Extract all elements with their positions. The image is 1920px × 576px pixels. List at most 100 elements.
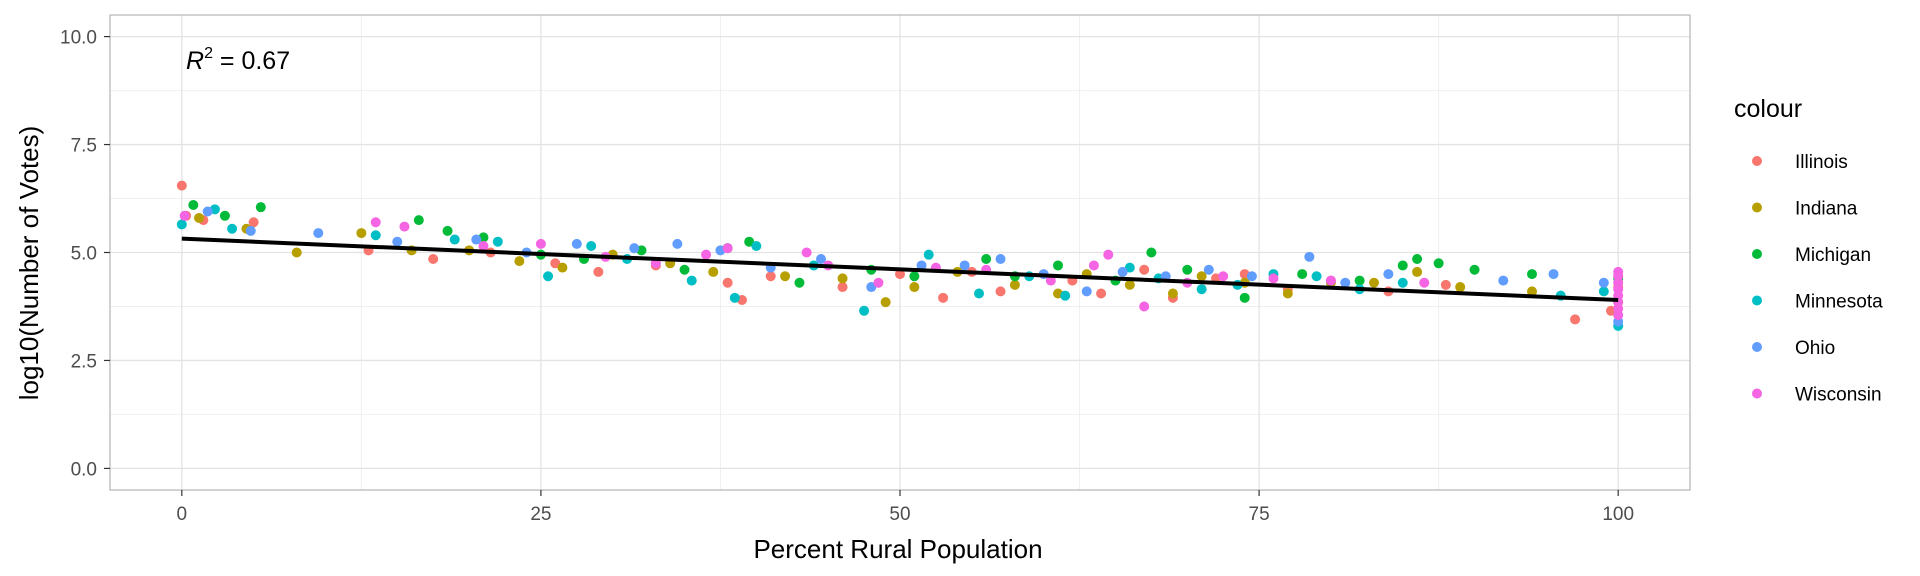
point-ohio bbox=[471, 234, 482, 245]
point-minnesota bbox=[859, 305, 870, 316]
point-michigan bbox=[1354, 275, 1365, 286]
point-illinois bbox=[765, 271, 776, 282]
point-indiana bbox=[708, 266, 719, 277]
point-illinois bbox=[550, 258, 561, 269]
point-ohio bbox=[1383, 269, 1394, 280]
point-illinois bbox=[1139, 264, 1150, 275]
y-tick-label: 5.0 bbox=[71, 244, 97, 265]
point-michigan bbox=[1412, 253, 1423, 264]
point-ohio bbox=[816, 253, 826, 264]
point-indiana bbox=[1412, 266, 1423, 277]
point-minnesota bbox=[686, 275, 697, 286]
point-indiana bbox=[880, 297, 891, 308]
point-minnesota bbox=[729, 292, 740, 303]
point-illinois bbox=[1440, 279, 1451, 290]
point-wisconsin bbox=[1218, 271, 1229, 282]
legend-label-michigan: Michigan bbox=[1795, 245, 1871, 266]
point-minnesota bbox=[492, 236, 503, 247]
point-michigan bbox=[679, 264, 690, 275]
x-tick-label: 100 bbox=[1602, 504, 1634, 525]
point-minnesota bbox=[227, 223, 238, 234]
point-michigan bbox=[1182, 264, 1193, 275]
r-squared-superscript: 2 bbox=[204, 45, 213, 62]
point-ohio bbox=[672, 238, 683, 249]
point-michigan bbox=[255, 202, 266, 213]
point-michigan bbox=[1433, 258, 1444, 269]
legend-label-ohio: Ohio bbox=[1795, 338, 1835, 359]
point-ohio bbox=[392, 236, 403, 247]
point-michigan bbox=[188, 200, 199, 210]
point-wisconsin bbox=[399, 221, 410, 232]
point-minnesota bbox=[1196, 284, 1207, 295]
point-ohio bbox=[1340, 277, 1351, 288]
point-michigan bbox=[981, 253, 992, 264]
y-tick-label: 2.5 bbox=[71, 351, 97, 372]
r-squared-value: = 0.67 bbox=[213, 47, 290, 75]
r-squared-r: R bbox=[186, 47, 204, 75]
point-minnesota bbox=[586, 241, 597, 252]
point-ohio bbox=[1203, 264, 1214, 275]
point-indiana bbox=[356, 228, 367, 239]
point-wisconsin bbox=[873, 277, 884, 288]
point-indiana bbox=[837, 273, 848, 284]
point-minnesota bbox=[751, 241, 762, 252]
point-minnesota bbox=[1311, 271, 1322, 282]
point-illinois bbox=[722, 277, 733, 288]
point-ohio bbox=[995, 253, 1006, 264]
point-michigan bbox=[1527, 269, 1537, 280]
point-minnesota bbox=[370, 230, 381, 241]
point-indiana bbox=[514, 256, 525, 267]
point-ohio bbox=[916, 260, 927, 271]
point-wisconsin bbox=[722, 243, 733, 254]
point-illinois bbox=[176, 180, 187, 191]
x-tick-label: 0 bbox=[177, 504, 188, 525]
point-illinois bbox=[995, 286, 1006, 297]
point-illinois bbox=[938, 292, 949, 303]
point-michigan bbox=[1239, 292, 1250, 303]
legend-key-indiana bbox=[1752, 202, 1762, 213]
point-ohio bbox=[245, 225, 256, 236]
point-michigan bbox=[219, 210, 230, 221]
trend-line bbox=[181, 236, 1619, 302]
point-minnesota bbox=[449, 234, 460, 245]
point-wisconsin bbox=[1613, 310, 1624, 321]
point-michigan bbox=[1397, 260, 1408, 271]
point-indiana bbox=[1009, 279, 1020, 290]
point-michigan bbox=[413, 215, 424, 226]
point-michigan bbox=[1297, 269, 1308, 280]
data-points bbox=[176, 180, 1624, 331]
point-ohio bbox=[1117, 266, 1128, 277]
point-ohio bbox=[1304, 251, 1315, 262]
point-illinois bbox=[593, 266, 604, 277]
point-indiana bbox=[291, 247, 302, 258]
y-tick-label: 0.0 bbox=[71, 459, 97, 480]
point-wisconsin bbox=[179, 210, 190, 221]
point-wisconsin bbox=[1103, 249, 1114, 260]
point-illinois bbox=[1096, 288, 1107, 299]
point-indiana bbox=[1369, 277, 1379, 288]
point-indiana bbox=[194, 212, 205, 223]
point-ohio bbox=[202, 206, 213, 217]
point-michigan bbox=[1469, 264, 1480, 275]
point-indiana bbox=[780, 271, 791, 282]
point-indiana bbox=[909, 282, 920, 293]
x-axis-title: Percent Rural Population bbox=[753, 534, 1042, 564]
point-minnesota bbox=[1598, 286, 1609, 297]
point-ohio bbox=[1081, 286, 1092, 297]
point-illinois bbox=[248, 217, 259, 228]
point-ohio bbox=[866, 282, 877, 293]
x-tick-label: 50 bbox=[889, 504, 910, 525]
point-michigan bbox=[744, 236, 755, 247]
point-minnesota bbox=[974, 288, 984, 299]
legend-key-minnesota bbox=[1752, 295, 1762, 306]
point-michigan bbox=[794, 277, 805, 288]
point-illinois bbox=[837, 282, 848, 293]
point-wisconsin bbox=[1419, 277, 1430, 288]
legend-key-michigan bbox=[1752, 249, 1762, 259]
point-michigan bbox=[1146, 247, 1157, 258]
legend-key-illinois bbox=[1752, 156, 1762, 166]
point-minnesota bbox=[1397, 277, 1408, 288]
point-michigan bbox=[909, 271, 920, 282]
legend-key-ohio bbox=[1752, 342, 1762, 352]
